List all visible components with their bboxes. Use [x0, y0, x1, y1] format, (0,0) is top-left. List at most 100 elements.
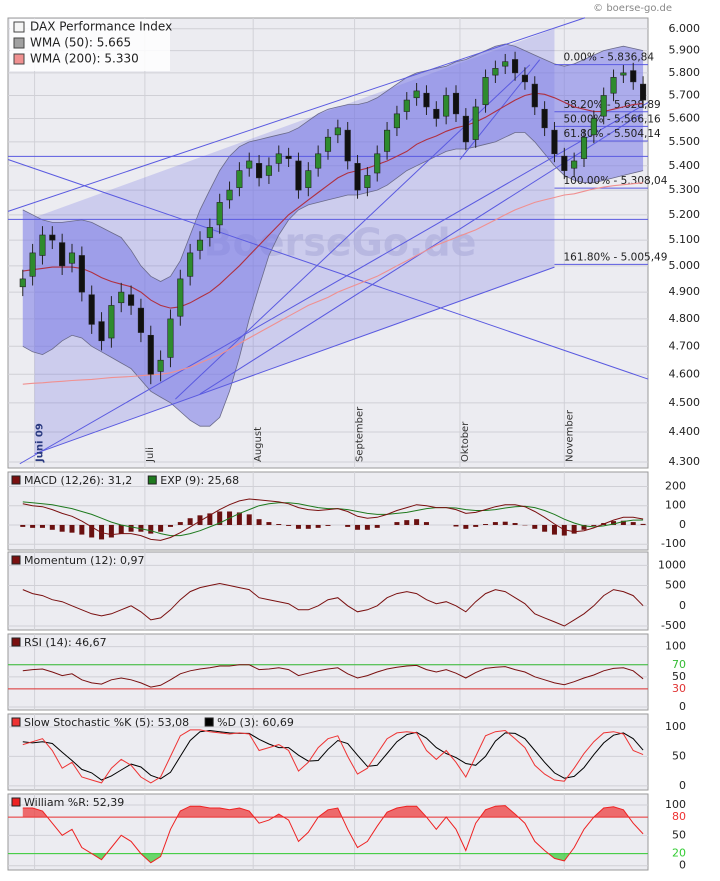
histogram-bar	[620, 520, 626, 525]
candle-body	[196, 239, 204, 251]
fibonacci-label: 0.00% - 5.836,84	[563, 52, 654, 64]
histogram-bar	[148, 524, 154, 534]
candle-body	[256, 163, 263, 179]
histogram-bar	[542, 524, 548, 532]
candle-body	[433, 108, 440, 119]
band-lower	[22, 132, 644, 427]
y-tick-label: 100	[665, 640, 686, 653]
legend-swatch	[147, 475, 157, 485]
candle-body	[29, 252, 36, 277]
month-label: November	[564, 409, 575, 462]
legend-swatch	[13, 37, 25, 49]
histogram-bar	[69, 524, 75, 533]
candle-body	[590, 118, 597, 136]
candle-body	[413, 90, 420, 99]
y-tick-label: 5.900	[669, 44, 701, 57]
y-tick-label: 4.700	[669, 339, 701, 352]
candle-body	[49, 234, 56, 241]
candle-body	[324, 136, 332, 152]
legend-swatch	[11, 797, 21, 807]
histogram-bar	[364, 524, 370, 530]
candle-body	[344, 129, 351, 162]
candle-body	[39, 234, 46, 256]
y-tick-label: 4.800	[669, 312, 701, 325]
candle-body	[630, 70, 637, 83]
candle-body	[374, 153, 381, 174]
panel-title: William %R: 52,39	[24, 796, 124, 809]
candle-body	[315, 153, 322, 169]
histogram-bar	[404, 520, 410, 525]
histogram-bar	[286, 524, 292, 526]
month-label: August	[253, 427, 264, 462]
y-tick-label: 5.300	[669, 183, 701, 196]
y-tick-label: 20	[672, 847, 686, 860]
histogram-bar	[473, 524, 479, 527]
candle-body	[98, 321, 105, 342]
candle-body	[285, 155, 292, 159]
candle-body	[305, 170, 312, 188]
histogram-bar	[295, 524, 301, 529]
histogram-bar	[394, 522, 400, 525]
candle-body	[226, 189, 233, 201]
month-label: Juli	[145, 447, 156, 463]
candle-body	[275, 153, 282, 164]
candle-body	[521, 74, 528, 83]
candle-body	[482, 77, 489, 105]
candle-body	[19, 278, 26, 288]
indicator-line	[22, 729, 644, 781]
fibonacci-label: 61.80% - 5.504,14	[563, 128, 661, 140]
indicator-line	[22, 805, 644, 864]
candle-body	[206, 227, 213, 238]
histogram-bar	[217, 511, 223, 525]
histogram-bar	[246, 514, 252, 525]
histogram-bar	[345, 524, 351, 527]
histogram-bar	[49, 524, 55, 530]
histogram-bar	[256, 519, 262, 525]
legend-label: DAX Performance Index	[30, 20, 172, 34]
legend-swatch	[13, 21, 25, 33]
candle-body	[423, 92, 430, 108]
candle-body	[108, 305, 115, 339]
y-tick-label: 5.100	[669, 233, 701, 246]
indicator-line	[22, 582, 644, 627]
month-label: Oktober	[460, 421, 471, 462]
candle-body	[216, 202, 223, 226]
candle-body	[502, 61, 509, 67]
candle-body	[443, 95, 450, 117]
histogram-bar	[276, 524, 282, 525]
candle-body	[118, 291, 125, 304]
y-tick-label: 6.000	[669, 22, 701, 35]
candle-body	[403, 99, 410, 112]
histogram-bar	[315, 524, 321, 528]
candle-body	[561, 155, 568, 171]
band-upper	[22, 43, 644, 282]
histogram-bar	[640, 523, 646, 525]
histogram-bar	[630, 522, 636, 525]
candle-body	[265, 165, 272, 176]
candle-body	[620, 72, 627, 76]
histogram-bar	[325, 524, 331, 526]
histogram-bar	[414, 519, 420, 525]
panel-title: Momentum (12): 0,97	[24, 554, 144, 567]
fibonacci-label: 161.80% - 5.005,49	[563, 251, 667, 263]
y-tick-label: 5.600	[669, 111, 701, 124]
y-tick-label: 4.300	[669, 455, 701, 468]
candle-body	[295, 160, 302, 191]
candle-body	[364, 175, 371, 188]
y-tick-label: 5.200	[669, 208, 701, 221]
y-tick-label: 50	[672, 749, 686, 762]
candle-body	[610, 77, 617, 94]
legend-swatch	[13, 53, 25, 65]
y-tick-label: 0	[679, 599, 686, 612]
histogram-bar	[266, 522, 272, 525]
y-tick-label: 5.500	[669, 135, 701, 148]
fibonacci-label: 38.20% - 5.628,89	[563, 99, 660, 111]
legend-box	[10, 19, 170, 71]
y-tick-label: 4.400	[669, 425, 701, 438]
y-tick-label: 5.400	[669, 159, 701, 172]
candle-body	[384, 129, 391, 152]
candle-body	[88, 294, 95, 325]
histogram-bar	[20, 524, 26, 527]
histogram-bar	[532, 524, 538, 529]
